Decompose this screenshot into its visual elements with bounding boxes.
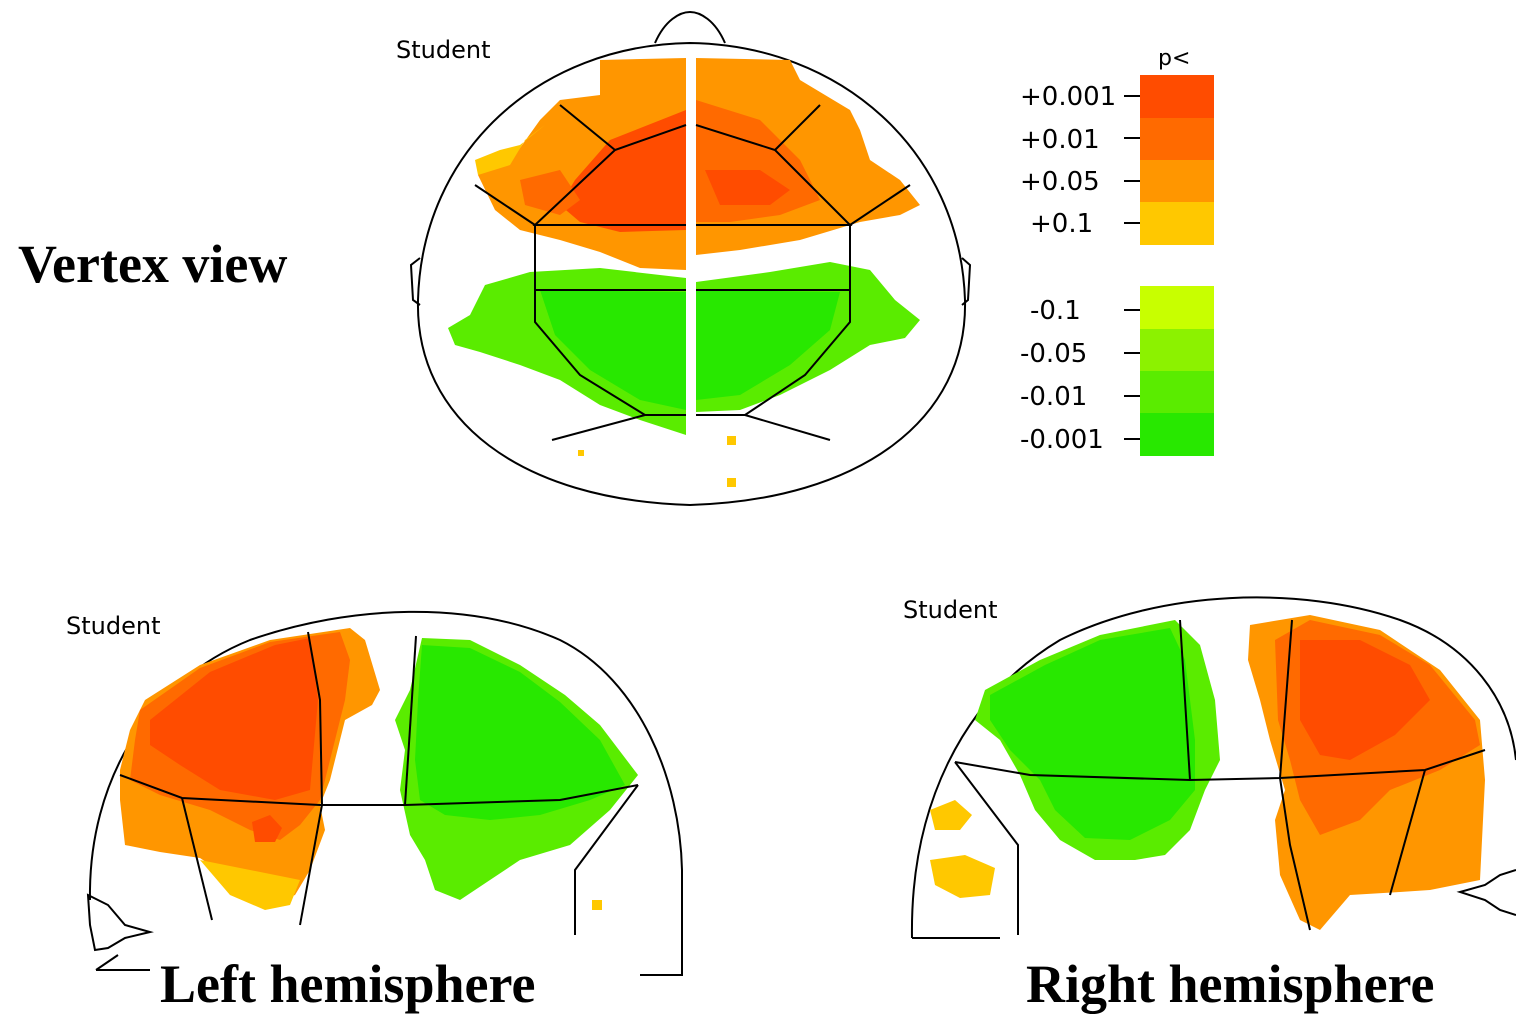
left-dot [592, 900, 602, 910]
right-ear-icon [1456, 869, 1516, 916]
vertex-dot [578, 450, 584, 456]
legend-swatch-pos-0 [1140, 75, 1214, 118]
legend-label-pos-3: +0.1 [1030, 209, 1093, 239]
legend-label-pos-0: +0.001 [1020, 82, 1116, 112]
legend-swatch-neg-0 [1140, 286, 1214, 329]
nose-icon [654, 10, 726, 44]
left-brightgreen-region [415, 645, 625, 820]
vertex-brightgreen-right [696, 290, 840, 400]
legend-label-neg-1: -0.05 [1020, 339, 1087, 369]
right-red-region [1300, 640, 1430, 760]
p-value-legend: p< +0.001 +0.01 +0.05 +0.1 -0.1 -0.05 -0… [1020, 46, 1214, 456]
right-map-title: Student [903, 596, 997, 624]
legend-label-neg-0: -0.1 [1030, 296, 1081, 326]
legend-title: p< [1158, 46, 1190, 71]
vertex-red-right [705, 170, 790, 205]
legend-swatch-neg-1 [1140, 329, 1214, 371]
vertex-darkorange-left [520, 170, 580, 215]
legend-label-neg-2: -0.01 [1020, 382, 1087, 412]
legend-label-pos-2: +0.05 [1020, 167, 1100, 197]
legend-swatch-pos-3 [1140, 202, 1214, 245]
left-hemisphere-caption: Left hemisphere [160, 954, 535, 1014]
vertex-yellow-left [475, 125, 545, 175]
legend-ticks [1124, 95, 1140, 440]
vertex-region-grid [474, 104, 911, 441]
left-ear-icon [86, 893, 154, 952]
vertex-map-title: Student [396, 36, 490, 64]
legend-label-pos-1: +0.01 [1020, 125, 1100, 155]
vertex-head-outline [416, 41, 967, 507]
left-region-grid [119, 631, 639, 935]
legend-swatch-pos-2 [1140, 160, 1214, 202]
legend-swatch-neg-3 [1140, 413, 1214, 456]
vertex-dot [727, 436, 736, 445]
vertex-red-left [560, 110, 686, 232]
vertex-view-caption: Vertex view [18, 234, 287, 294]
right-hemisphere-map: Student [903, 596, 1516, 939]
right-hemisphere-caption: Right hemisphere [1026, 954, 1435, 1014]
left-hemisphere-map: Student [66, 610, 683, 976]
legend-swatch-neg-2 [1140, 371, 1214, 413]
left-yellow-region [200, 860, 300, 910]
right-region-grid [954, 619, 1486, 935]
right-yellow-left-spot2 [930, 855, 995, 898]
right-ear-icon [961, 257, 972, 306]
left-map-title: Student [66, 612, 160, 640]
legend-label-neg-3: -0.001 [1020, 425, 1104, 455]
left-red-spot [252, 815, 282, 842]
left-red-region [150, 638, 318, 800]
vertex-brightgreen-left [540, 290, 686, 410]
vertex-map: Student [396, 10, 972, 507]
right-brightgreen-region [990, 628, 1195, 840]
legend-swatch-pos-1 [1140, 118, 1214, 160]
vertex-dot [727, 478, 736, 487]
left-ear-icon [409, 257, 421, 306]
right-yellow-left-spot [930, 800, 972, 830]
right-head-outline [910, 596, 1516, 939]
left-chin-curve [95, 954, 119, 971]
